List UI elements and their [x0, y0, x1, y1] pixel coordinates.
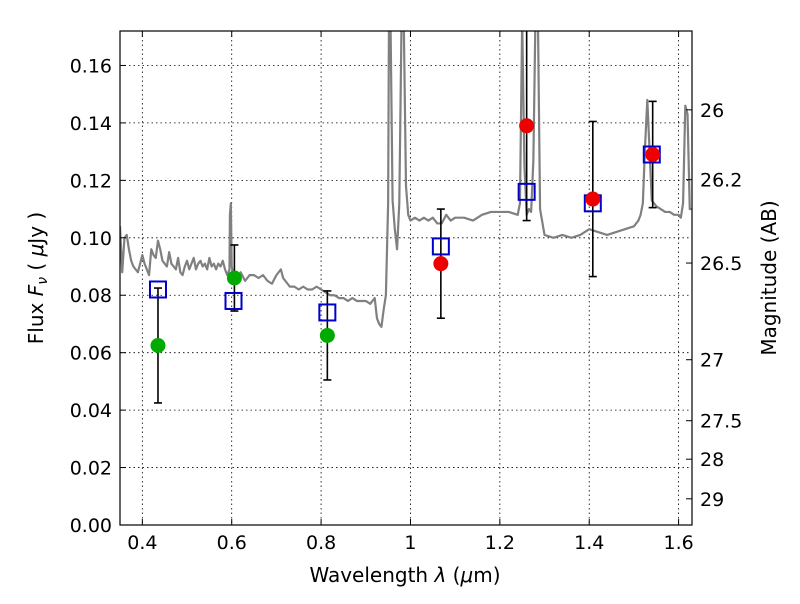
observed-point-red — [585, 191, 601, 207]
observed-point-green — [150, 337, 166, 353]
observed-point-red — [645, 147, 661, 162]
y-tick-label: 0.00 — [70, 515, 112, 537]
model-square — [148, 280, 167, 299]
y-tick-label: 0.14 — [70, 113, 112, 135]
y-tick-label: 0.02 — [70, 458, 112, 480]
observed-point-red — [433, 256, 449, 272]
model-square — [431, 237, 450, 256]
x-tick-label: 1.6 — [663, 532, 693, 554]
y2-tick-label: 27.5 — [700, 411, 742, 433]
y2-tick-label: 26 — [700, 100, 724, 122]
y2-tick-label: 29 — [700, 489, 724, 511]
y2-tick-label: 27 — [700, 350, 724, 372]
x-tick-label: 1.2 — [485, 532, 515, 554]
y2-axis-label: Magnitude (AB) — [757, 200, 781, 355]
plot-frame — [119, 30, 693, 526]
y2-tick-label: 26.2 — [700, 170, 742, 192]
y-tick-label: 0.16 — [70, 55, 112, 77]
y-tick-label: 0.08 — [70, 285, 112, 307]
y-tick-label: 0.12 — [70, 170, 112, 192]
observed-point-green — [226, 270, 242, 286]
x-axis-label: Wavelength λ (μm) — [309, 563, 500, 587]
tick-layer: 0.4 0.6 0.8 1 1.2 1.4 1.6 0.00 0.02 0.04 0.06 0.08 0… — [70, 31, 742, 554]
x-tick-label: 0.4 — [127, 532, 157, 554]
y2-tick-label: 28 — [700, 449, 724, 471]
x-tick-label: 1.4 — [574, 532, 604, 554]
x-tick-label: 0.6 — [217, 532, 247, 554]
y-tick-label: 0.06 — [70, 343, 112, 365]
spectrum-line — [120, 31, 692, 328]
model-square — [318, 303, 337, 322]
model-square-layer — [148, 145, 661, 322]
grid — [120, 31, 692, 526]
y2-tick-label: 26.5 — [700, 253, 742, 275]
model-square — [517, 182, 536, 201]
observed-point-green — [319, 327, 335, 343]
y-tick-label: 0.10 — [70, 228, 112, 250]
x-tick-label: 0.8 — [306, 532, 336, 554]
x-tick-label: 1 — [404, 532, 416, 554]
y-tick-label: 0.04 — [70, 400, 112, 422]
model-square — [224, 291, 243, 310]
observed-point-layer — [150, 118, 661, 353]
y-axis-label: Flux Fν ( μJy ) — [24, 212, 51, 344]
observed-point-red — [519, 118, 535, 134]
spectrum-layer — [120, 31, 692, 328]
